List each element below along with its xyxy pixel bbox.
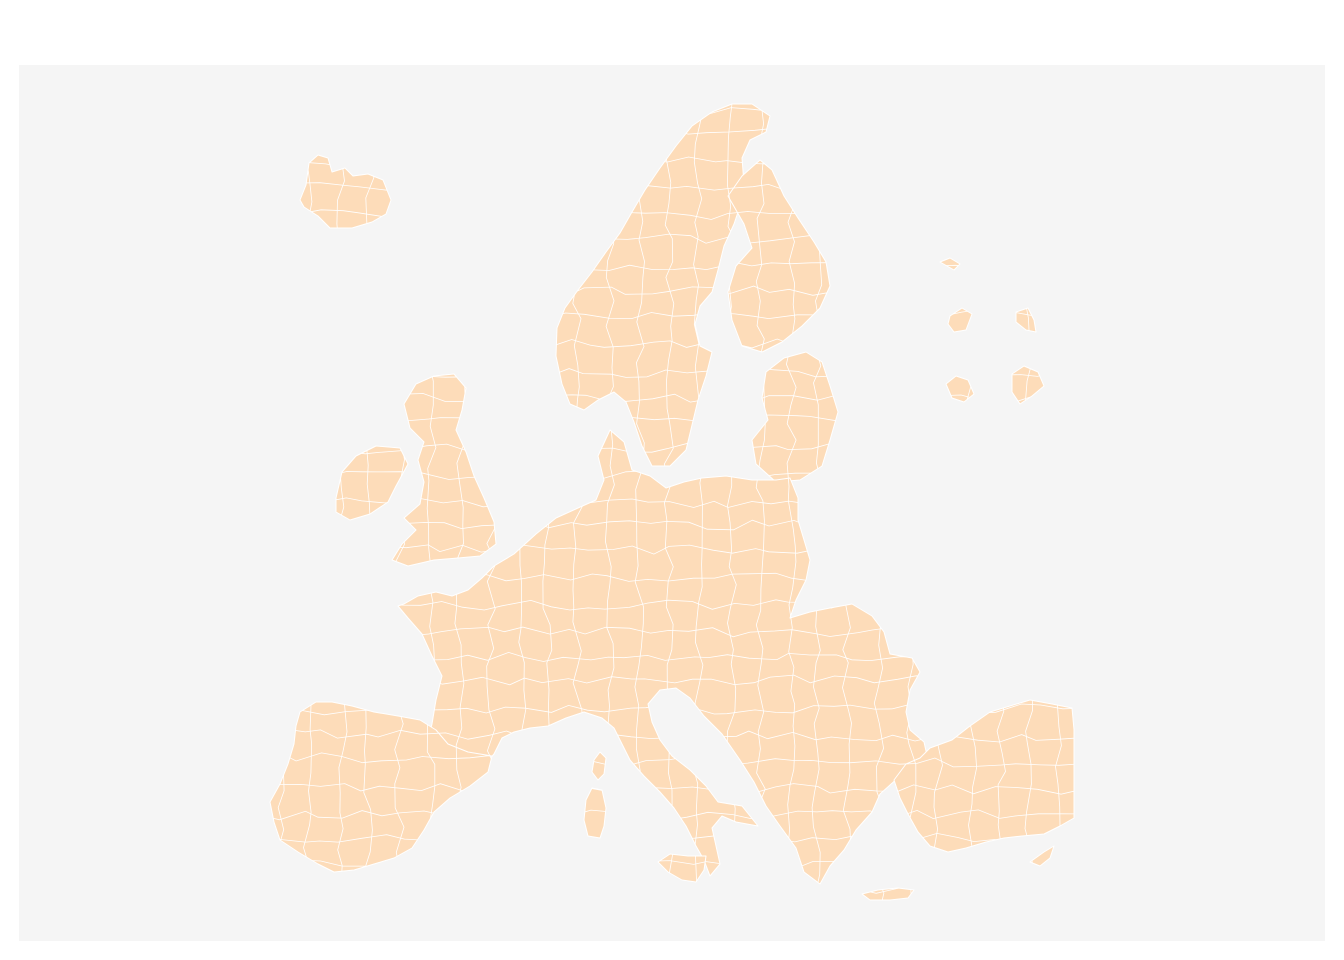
region-border-line xyxy=(270,105,1074,116)
region-border-line xyxy=(516,104,527,900)
region-border-line xyxy=(270,782,1074,795)
landmass-sicily[interactable] xyxy=(657,853,707,883)
landmass-atlantic-island-1[interactable] xyxy=(939,257,961,271)
landmass-great-britain[interactable] xyxy=(391,373,497,567)
landmass-anatolia[interactable] xyxy=(893,699,1075,853)
region-border-line xyxy=(785,104,797,900)
region-border-line xyxy=(486,104,497,900)
landmass-iceland[interactable] xyxy=(299,154,392,229)
region-border-line xyxy=(270,883,1074,896)
region-border-line xyxy=(663,104,675,900)
region-border-line xyxy=(572,104,584,900)
landmass-baltics[interactable] xyxy=(751,351,839,483)
landmass-crete[interactable] xyxy=(861,887,915,901)
region-border-line xyxy=(270,127,1074,142)
landmass-scandinavia[interactable] xyxy=(555,103,771,467)
land-layer xyxy=(269,103,1075,901)
landmass-corsica[interactable] xyxy=(591,751,607,781)
landmass-atlantic-island-5[interactable] xyxy=(1011,365,1045,405)
landmass-ireland[interactable] xyxy=(335,445,409,521)
region-border-line xyxy=(755,104,766,900)
landmass-cyprus[interactable] xyxy=(1029,845,1055,867)
landmass-atlantic-island-3[interactable] xyxy=(1015,307,1037,333)
landmass-atlantic-island-2[interactable] xyxy=(947,307,973,333)
landmass-finland[interactable] xyxy=(727,159,831,353)
landmass-sardinia[interactable] xyxy=(583,787,607,839)
region-border-line xyxy=(693,104,704,900)
region-border-line xyxy=(542,104,555,900)
landmass-iberia[interactable] xyxy=(269,701,493,873)
landmass-continental-europe[interactable] xyxy=(397,429,929,885)
